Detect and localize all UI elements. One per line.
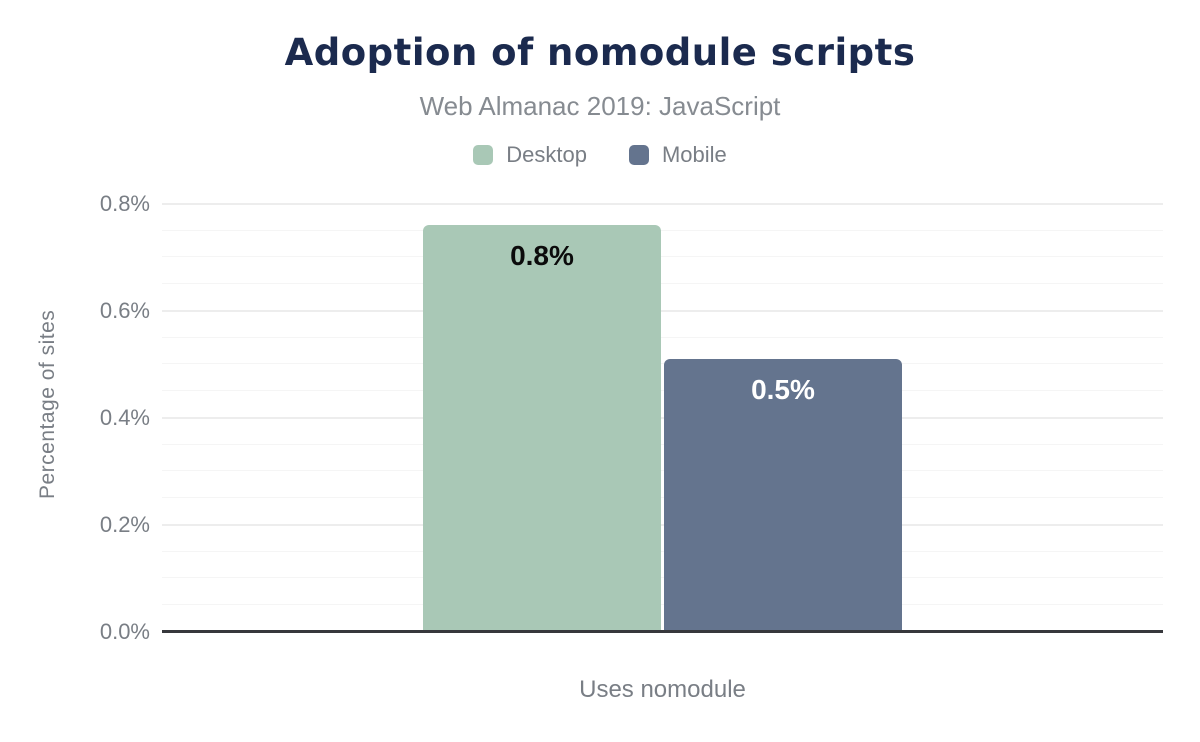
- gridline-minor: [162, 283, 1163, 285]
- chart-subtitle: Web Almanac 2019: JavaScript: [419, 91, 781, 121]
- legend-label-mobile: Mobile: [661, 142, 727, 167]
- legend-item-mobile[interactable]: Mobile: [628, 142, 727, 168]
- gridline-minor: [162, 390, 1163, 392]
- gridline-minor: [162, 550, 1163, 552]
- gridline-minor: [162, 497, 1163, 499]
- bar-mobile[interactable]: 0.5%: [664, 359, 902, 632]
- legend-swatch-desktop: [473, 145, 494, 165]
- bar-value-label-desktop: 0.8%: [510, 240, 574, 272]
- gridline-major: [162, 523, 1163, 526]
- gridline-major: [162, 309, 1163, 312]
- legend: Desktop Mobile: [0, 142, 1200, 168]
- y-tick-label: 0.2%: [99, 511, 150, 537]
- gridline-minor: [162, 443, 1163, 445]
- x-axis-line: [162, 630, 1163, 633]
- gridline-minor: [162, 256, 1163, 258]
- y-tick-label: 0.6%: [99, 297, 150, 323]
- y-tick-label: 0.4%: [99, 404, 150, 430]
- legend-label-desktop: Desktop: [506, 142, 587, 167]
- bar-value-label-mobile: 0.5%: [751, 374, 815, 405]
- bar-desktop[interactable]: 0.8%: [423, 225, 661, 632]
- gridline-major: [162, 416, 1163, 419]
- chart-title: Adoption of nomodule scripts: [284, 31, 916, 74]
- gridline-major: [162, 202, 1163, 205]
- x-axis-category-label: Uses nomodule: [579, 676, 746, 703]
- y-tick-label: 0.0%: [99, 619, 150, 644]
- y-tick-label: 0.8%: [99, 190, 150, 216]
- gridline-minor: [162, 336, 1163, 338]
- plot-area: 0.8% 0.5%: [162, 177, 1163, 633]
- legend-swatch-mobile: [628, 145, 649, 165]
- gridline-minor: [162, 363, 1163, 365]
- gridline-minor: [162, 604, 1163, 606]
- y-axis-ticks: 0.8% 0.6% 0.4% 0.2% 0.0%: [0, 177, 150, 644]
- gridline-minor: [162, 577, 1163, 579]
- gridline-minor: [162, 470, 1163, 472]
- legend-item-desktop[interactable]: Desktop: [473, 142, 587, 168]
- bars-group: 0.8% 0.5%: [162, 177, 1163, 632]
- gridline-minor: [162, 229, 1163, 231]
